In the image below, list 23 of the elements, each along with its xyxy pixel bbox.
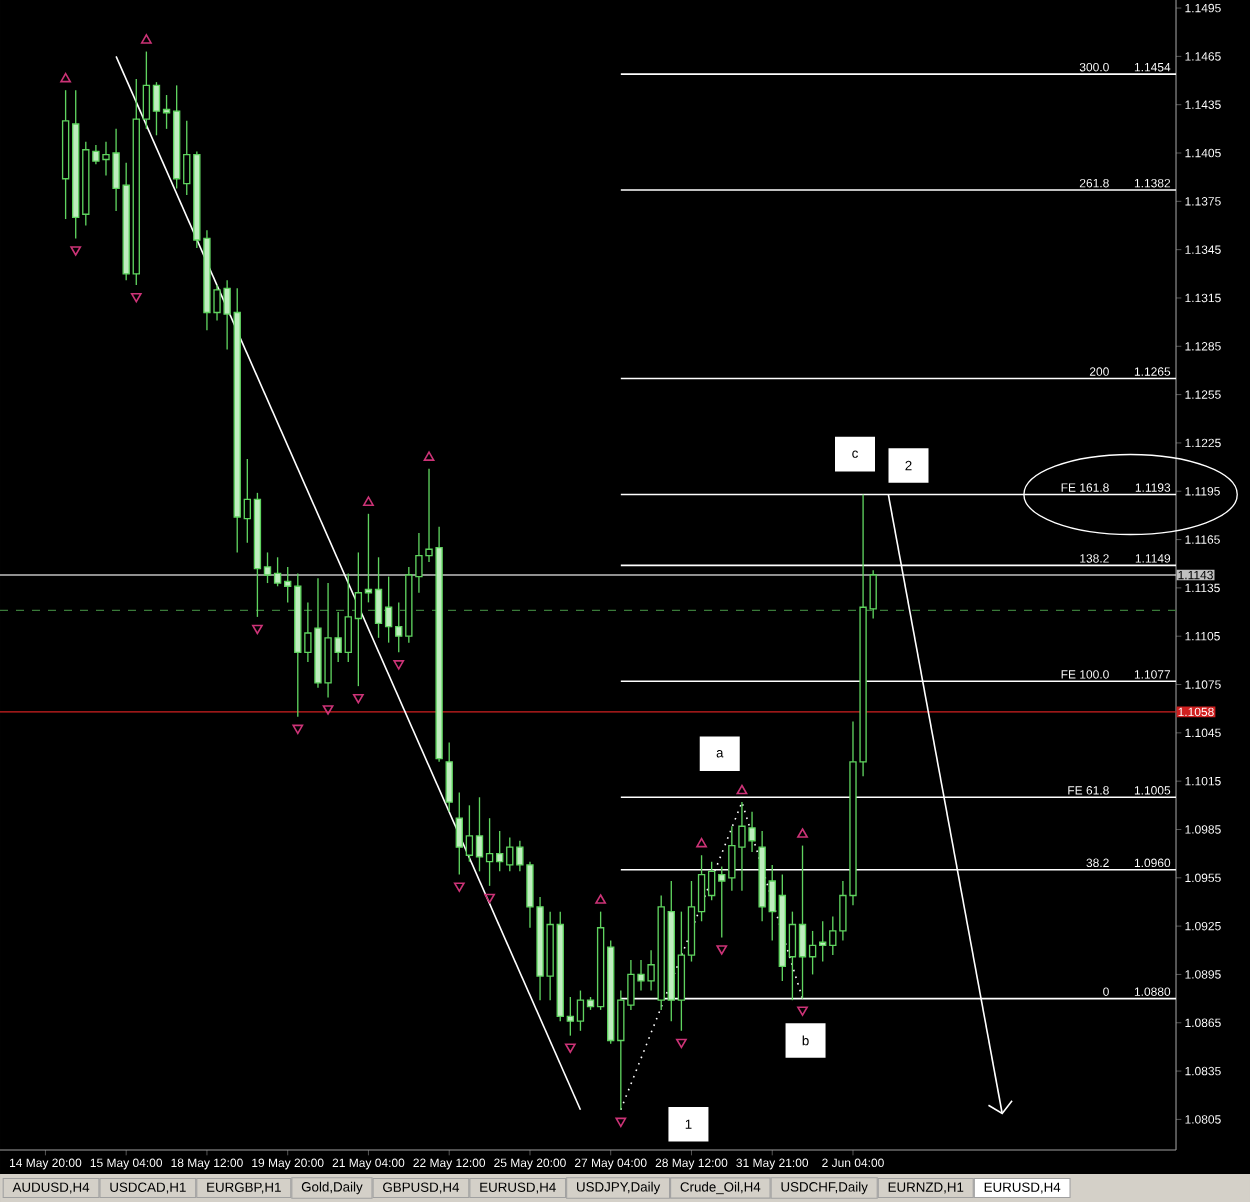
point [736,784,748,795]
point [140,34,152,44]
point [393,660,405,670]
point [453,882,465,892]
point [716,945,728,955]
point [292,724,304,735]
point [130,292,142,303]
point [797,1006,808,1017]
point [595,894,607,904]
point [564,1043,576,1054]
point [675,1038,687,1049]
point [60,72,72,83]
point [322,705,334,715]
candlestick [445,741,453,813]
point [363,496,374,506]
point [797,828,808,838]
point [484,893,495,904]
point [251,624,263,635]
point [696,837,707,848]
point [70,246,82,256]
point [423,451,435,461]
point [352,693,364,704]
point [615,1117,627,1128]
